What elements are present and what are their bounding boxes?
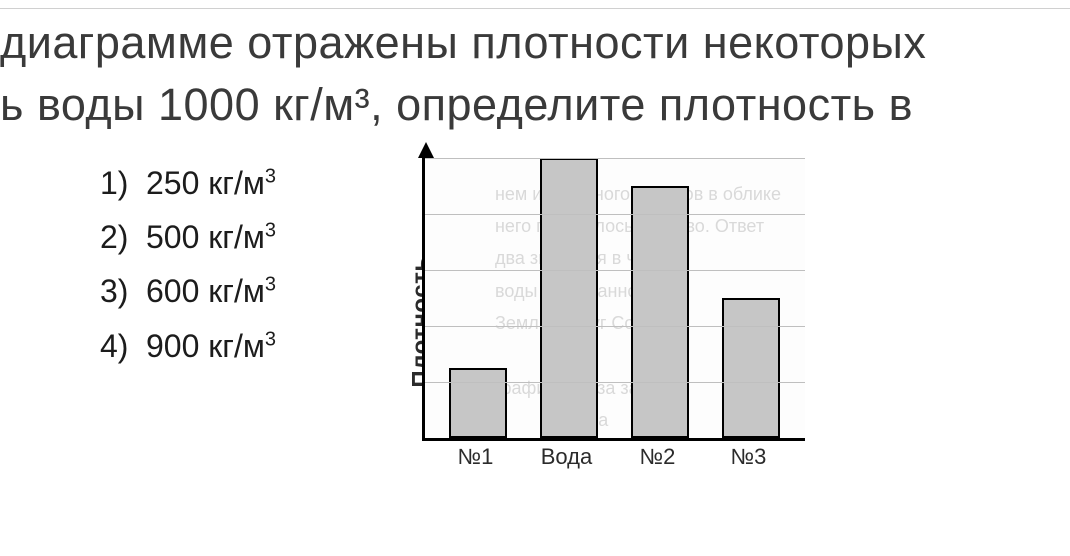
x-label: №1 <box>440 444 510 470</box>
option-3: 3) 600 кг/м3 <box>100 264 276 318</box>
bar-№2 <box>631 186 689 438</box>
x-label: №2 <box>622 444 692 470</box>
option-3-val: 600 кг/м3 <box>146 264 276 318</box>
bar-Вода <box>540 158 598 438</box>
x-axis-labels: №1 Вода №2 №3 <box>422 444 802 470</box>
option-2-val: 500 кг/м3 <box>146 210 276 264</box>
x-label: №3 <box>713 444 783 470</box>
grid-line <box>425 214 805 215</box>
bars-container <box>425 158 805 438</box>
plot-area: нем из тройного сплавов в облике него по… <box>422 158 805 441</box>
bar-№1 <box>449 368 507 438</box>
option-1-num: 1) <box>100 156 146 210</box>
option-1-val: 250 кг/м3 <box>146 156 276 210</box>
option-4-num: 4) <box>100 319 146 373</box>
grid-line <box>425 158 805 159</box>
option-4: 4) 900 кг/м3 <box>100 319 276 373</box>
grid-line <box>425 382 805 383</box>
option-1: 1) 250 кг/м3 <box>100 156 276 210</box>
option-2-num: 2) <box>100 210 146 264</box>
answer-options: 1) 250 кг/м3 2) 500 кг/м3 3) 600 кг/м3 4… <box>100 152 276 374</box>
grid-line <box>425 326 805 327</box>
grid-line <box>425 270 805 271</box>
question-line-1: диаграмме отражены плотности некоторых <box>0 9 1070 71</box>
option-2: 2) 500 кг/м3 <box>100 210 276 264</box>
option-4-val: 900 кг/м3 <box>146 319 276 373</box>
question-line-2: ь воды 1000 кг/м³, определите плотность … <box>0 71 1070 133</box>
content-row: 1) 250 кг/м3 2) 500 кг/м3 3) 600 кг/м3 4… <box>0 152 1070 492</box>
density-bar-chart: Плотность нем из тройного сплавов в обли… <box>366 152 836 492</box>
bar-№3 <box>722 298 780 438</box>
y-axis-arrow-icon <box>418 142 434 158</box>
x-label: Вода <box>531 444 601 470</box>
option-3-num: 3) <box>100 264 146 318</box>
